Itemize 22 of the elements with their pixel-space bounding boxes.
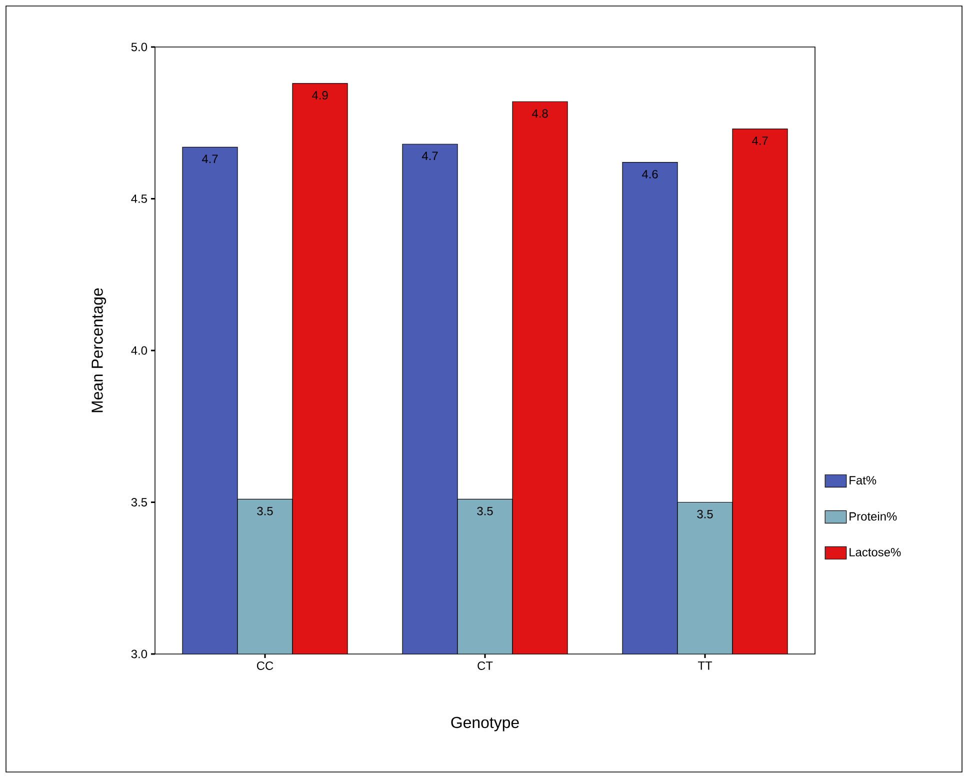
data-label: 4.8 xyxy=(532,109,548,118)
data-label: 4.6 xyxy=(642,170,658,178)
data-label: 4.7 xyxy=(202,154,218,163)
x-axis-title: Genotype xyxy=(451,716,519,732)
legend-label: Lactose% xyxy=(850,548,901,556)
data-label: 3.5 xyxy=(477,506,493,516)
data-label: 4.9 xyxy=(312,91,328,100)
data-label: 4.7 xyxy=(752,136,768,145)
x-tick-label: CC xyxy=(256,662,274,670)
y-tick-label: 3.5 xyxy=(131,498,147,506)
y-tick-label: 3.0 xyxy=(131,650,148,658)
data-label: 3.5 xyxy=(697,510,713,518)
y-axis-title: Mean Percentage xyxy=(92,288,106,412)
x-tick-label: TT xyxy=(698,662,712,670)
legend-label: Fat% xyxy=(850,476,876,484)
y-tick-label: 4.5 xyxy=(131,194,147,203)
x-tick-label: CT xyxy=(478,662,493,670)
legend-label: Protein% xyxy=(850,512,897,521)
y-tick-label: 4.0 xyxy=(131,346,148,355)
y-tick-label: 5.0 xyxy=(131,42,148,52)
data-label: 3.5 xyxy=(257,506,273,516)
data-label: 4.7 xyxy=(422,152,438,160)
